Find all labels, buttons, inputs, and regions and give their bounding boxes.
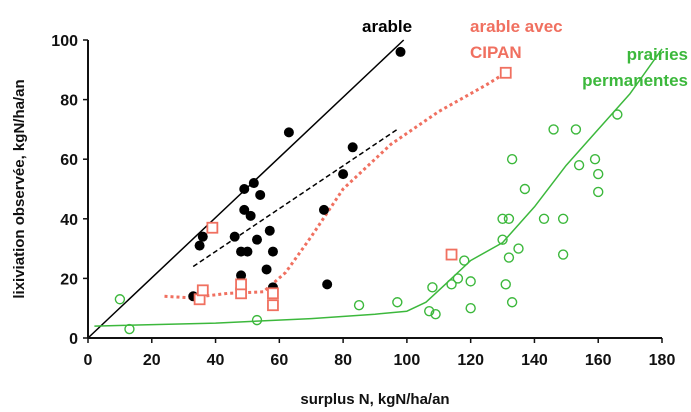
point-arable-cipan	[235, 278, 247, 291]
fit-line-solid	[94, 48, 663, 327]
y-tick-label: 80	[60, 93, 78, 110]
point-arable	[229, 231, 240, 242]
point-prairies	[593, 186, 604, 198]
point-arable-cipan	[267, 299, 279, 312]
point-arable	[283, 127, 294, 138]
point-prairies	[392, 297, 403, 308]
point-arable	[347, 142, 358, 153]
point-arable	[194, 240, 205, 251]
y-tick-label: 0	[69, 331, 78, 348]
point-prairies	[506, 153, 518, 165]
point-arable	[197, 231, 208, 242]
x-tick-label: 60	[270, 352, 288, 369]
point-arable	[267, 246, 278, 257]
point-arable	[248, 178, 259, 189]
point-arable-cipan	[196, 284, 209, 297]
point-prairies	[424, 305, 435, 317]
point-prairies	[251, 314, 263, 326]
point-prairies	[124, 323, 135, 335]
point-arable	[255, 189, 266, 200]
y-tick-label: 100	[51, 33, 78, 50]
x-tick-label: 80	[334, 352, 352, 369]
point-arable	[322, 279, 333, 290]
point-prairies	[353, 300, 365, 311]
x-tick-label: 160	[585, 352, 612, 369]
point-arable-cipan	[267, 287, 279, 300]
point-arable	[395, 46, 406, 57]
fit-line-dotted	[164, 71, 507, 300]
point-arable	[338, 169, 349, 180]
point-prairies	[506, 297, 518, 308]
x-tick-label: 100	[394, 352, 421, 369]
fit-lines	[87, 39, 663, 339]
x-tick-label: 120	[457, 352, 484, 369]
point-prairies	[459, 255, 470, 266]
point-arable	[242, 246, 253, 257]
point-prairies	[589, 153, 601, 165]
y-tick-label: 40	[60, 212, 78, 229]
point-prairies	[593, 168, 604, 180]
point-prairies	[573, 159, 585, 171]
point-arable	[239, 204, 250, 215]
point-arable-cipan	[445, 248, 458, 261]
x-tick-label: 0	[84, 352, 93, 369]
point-prairies	[427, 282, 438, 293]
point-prairies	[503, 213, 515, 225]
point-arable	[245, 210, 256, 221]
point-prairies	[446, 279, 457, 290]
x-tick-label: 20	[143, 352, 161, 369]
annotation-prairies: prairies	[627, 45, 688, 64]
point-prairies	[557, 213, 569, 225]
point-prairies	[465, 303, 476, 314]
data-points	[114, 46, 623, 335]
point-prairies	[114, 294, 126, 305]
tick-labels: 0 20 40 60 80 100 120 140 160 180 0 20 40 60 80 100	[51, 33, 675, 369]
point-prairies	[500, 279, 511, 290]
x-tick-label: 140	[521, 352, 548, 369]
point-prairies	[513, 243, 524, 254]
point-arable	[261, 264, 272, 275]
point-prairies	[570, 124, 582, 135]
point-arable	[318, 204, 329, 215]
x-tick-label: 180	[649, 352, 676, 369]
annotation-arable: arable	[362, 17, 412, 36]
point-arable-cipan	[206, 221, 219, 234]
y-tick-label: 20	[60, 271, 78, 288]
point-prairies	[497, 234, 508, 245]
annotation-arable-avec: arable avec	[470, 17, 563, 36]
y-tick-label: 60	[60, 152, 78, 169]
point-arable-cipan	[499, 66, 512, 79]
point-prairies	[519, 183, 531, 195]
point-arable	[252, 234, 263, 245]
axes	[83, 39, 663, 343]
point-prairies	[430, 308, 441, 320]
annotation-cipan: CIPAN	[470, 43, 522, 62]
annotation-permanentes: permanentes	[582, 71, 688, 90]
point-prairies	[557, 249, 569, 260]
point-arable	[239, 184, 250, 194]
fit-line-dashed	[192, 128, 398, 268]
x-tick-label: 40	[207, 352, 225, 369]
y-axis-title: lixiviation observée, kgN/ha/an	[11, 79, 28, 298]
point-prairies	[452, 273, 464, 284]
point-prairies	[503, 252, 515, 263]
point-prairies	[465, 276, 476, 287]
point-prairies	[497, 213, 508, 225]
point-prairies	[538, 213, 550, 225]
point-arable	[236, 270, 247, 281]
x-axis-title: surplus N, kgN/ha/an	[300, 391, 449, 408]
point-arable	[264, 225, 275, 236]
point-prairies	[548, 124, 559, 135]
point-prairies	[612, 109, 623, 120]
